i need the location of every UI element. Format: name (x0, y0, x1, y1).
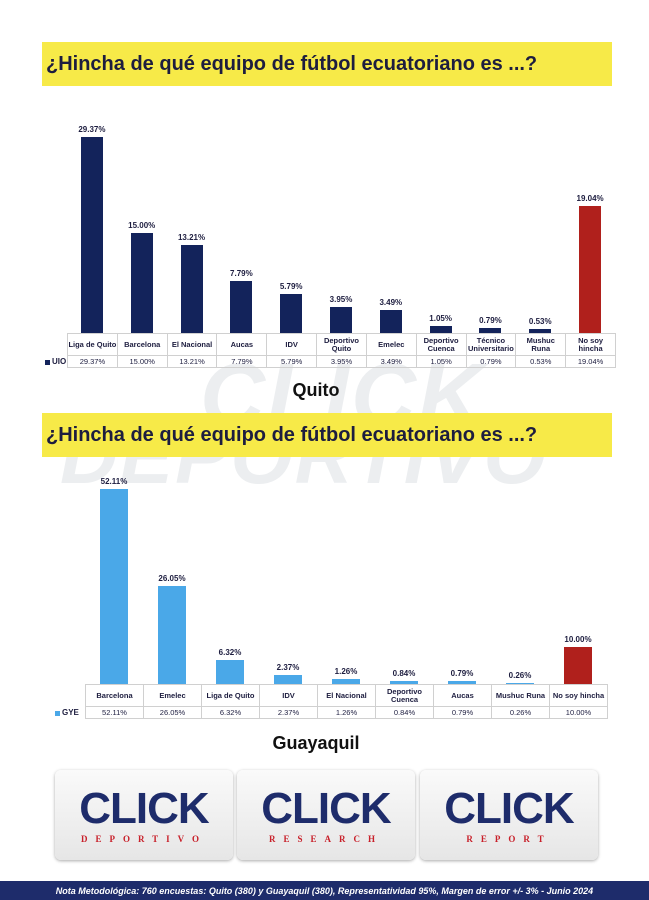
data-label: 5.79% (279, 282, 303, 292)
data-label: 7.79% (230, 269, 253, 279)
table-value: 19.04% (565, 355, 616, 368)
data-label: 29.37% (78, 125, 106, 135)
bar (448, 681, 476, 684)
data-label: 1.05% (429, 314, 452, 323)
data-label: 15.00% (128, 221, 156, 230)
table-value: 3.95% (316, 355, 367, 368)
legend-swatch (55, 711, 60, 716)
x-category-label: Deportivo Cuenca (375, 684, 434, 707)
data-label: 0.79% (479, 315, 502, 325)
x-category-label: Barcelona (85, 684, 144, 707)
table-value: 5.79% (266, 355, 318, 368)
table-value: 2.37% (259, 706, 318, 719)
logo: CLICK REPORT (420, 770, 598, 860)
table-value: 0.84% (375, 706, 434, 719)
table-value: 13.21% (166, 355, 218, 368)
logo-sub: DEPORTIVO (80, 834, 207, 844)
table-value: 26.05% (143, 706, 202, 719)
data-label: 3.49% (379, 297, 403, 307)
x-category-label: IDV (266, 333, 318, 356)
x-category-label: El Nacional (317, 684, 376, 707)
data-label: 0.53% (528, 317, 552, 327)
data-label: 13.21% (177, 232, 206, 242)
x-category-label: Emelec (365, 333, 417, 356)
legend-label: UIO (52, 357, 67, 366)
logo-word: CLICK (261, 784, 391, 833)
bar (479, 327, 502, 333)
bar (506, 683, 534, 684)
bar (100, 488, 128, 684)
logo: CLICK RESEARCH (237, 770, 415, 860)
bar (332, 679, 360, 684)
table-value: 0.79% (465, 355, 517, 368)
data-label: 0.84% (392, 668, 416, 678)
bar (330, 306, 352, 333)
data-label: 19.04% (576, 194, 604, 204)
data-label: 10.00% (564, 634, 592, 644)
bar (80, 137, 103, 333)
data-label: 6.32% (218, 648, 242, 658)
table-value: 29.37% (67, 355, 118, 368)
data-label: 1.26% (334, 667, 358, 677)
data-label: 0.79% (450, 669, 474, 679)
table-value: 6.32% (201, 706, 260, 719)
x-category-label: No soy hincha (565, 333, 616, 356)
x-category-label: Emelec (143, 684, 202, 707)
x-category-label: Liga de Quito (67, 333, 118, 356)
bar (390, 680, 418, 684)
table-value: 52.11% (85, 706, 144, 719)
bar (216, 660, 244, 684)
chart-title: ¿Hincha de qué equipo de fútbol ecuatori… (42, 413, 612, 457)
bar (230, 281, 253, 333)
footer-note: Nota Metodológica: 760 encuestas: Quito … (0, 881, 649, 900)
table-value: 3.49% (365, 355, 417, 368)
x-category-label: Aucas (433, 684, 492, 707)
table-value: 1.26% (317, 706, 376, 719)
bar (158, 586, 186, 684)
chart-caption: Guayaquil (272, 733, 360, 753)
x-category-label: Técnico Universitario (465, 333, 517, 356)
data-label: 26.05% (158, 574, 186, 584)
bar (564, 646, 592, 684)
data-label: 2.37% (276, 663, 300, 673)
legend-label: GYE (62, 708, 79, 717)
bar (280, 294, 303, 333)
table-value: 0.53% (515, 355, 567, 368)
bar (429, 326, 452, 333)
chart-title: ¿Hincha de qué equipo de fútbol ecuatori… (42, 42, 612, 86)
x-category-label: Liga de Quito (201, 684, 260, 707)
x-category-label: Mushuc Runa (515, 333, 567, 356)
bar (529, 329, 552, 333)
logo-word: CLICK (79, 784, 209, 833)
table-value: 0.79% (433, 706, 492, 719)
chart-caption: Quito (292, 380, 340, 400)
x-category-label: Aucas (216, 333, 268, 356)
x-category-label: Deportivo Cuenca (415, 333, 467, 356)
data-label: 0.26% (508, 671, 532, 681)
bar (180, 244, 203, 333)
bar (579, 206, 602, 333)
logo: CLICK DEPORTIVO (55, 770, 233, 860)
table-value: 10.00% (549, 706, 608, 719)
bar (379, 309, 402, 333)
bar (130, 233, 153, 333)
x-category-label: IDV (259, 684, 318, 707)
x-category-label: No soy hincha (549, 684, 608, 707)
table-value: 0.26% (491, 706, 550, 719)
x-category-label: Deportivo Quito (316, 333, 367, 356)
data-label: 52.11% (100, 476, 128, 486)
logo-sub: RESEARCH (268, 834, 383, 844)
x-category-label: El Nacional (166, 333, 218, 356)
data-label: 3.95% (329, 294, 353, 304)
table-value: 7.79% (216, 355, 268, 368)
logo-sub: REPORT (466, 834, 552, 844)
x-category-label: Mushuc Runa (491, 684, 550, 707)
table-value: 1.05% (415, 355, 467, 368)
x-category-label: Barcelona (116, 333, 168, 356)
bar (274, 675, 302, 684)
table-value: 15.00% (116, 355, 168, 368)
logo-word: CLICK (444, 784, 574, 833)
legend-swatch (45, 360, 50, 365)
